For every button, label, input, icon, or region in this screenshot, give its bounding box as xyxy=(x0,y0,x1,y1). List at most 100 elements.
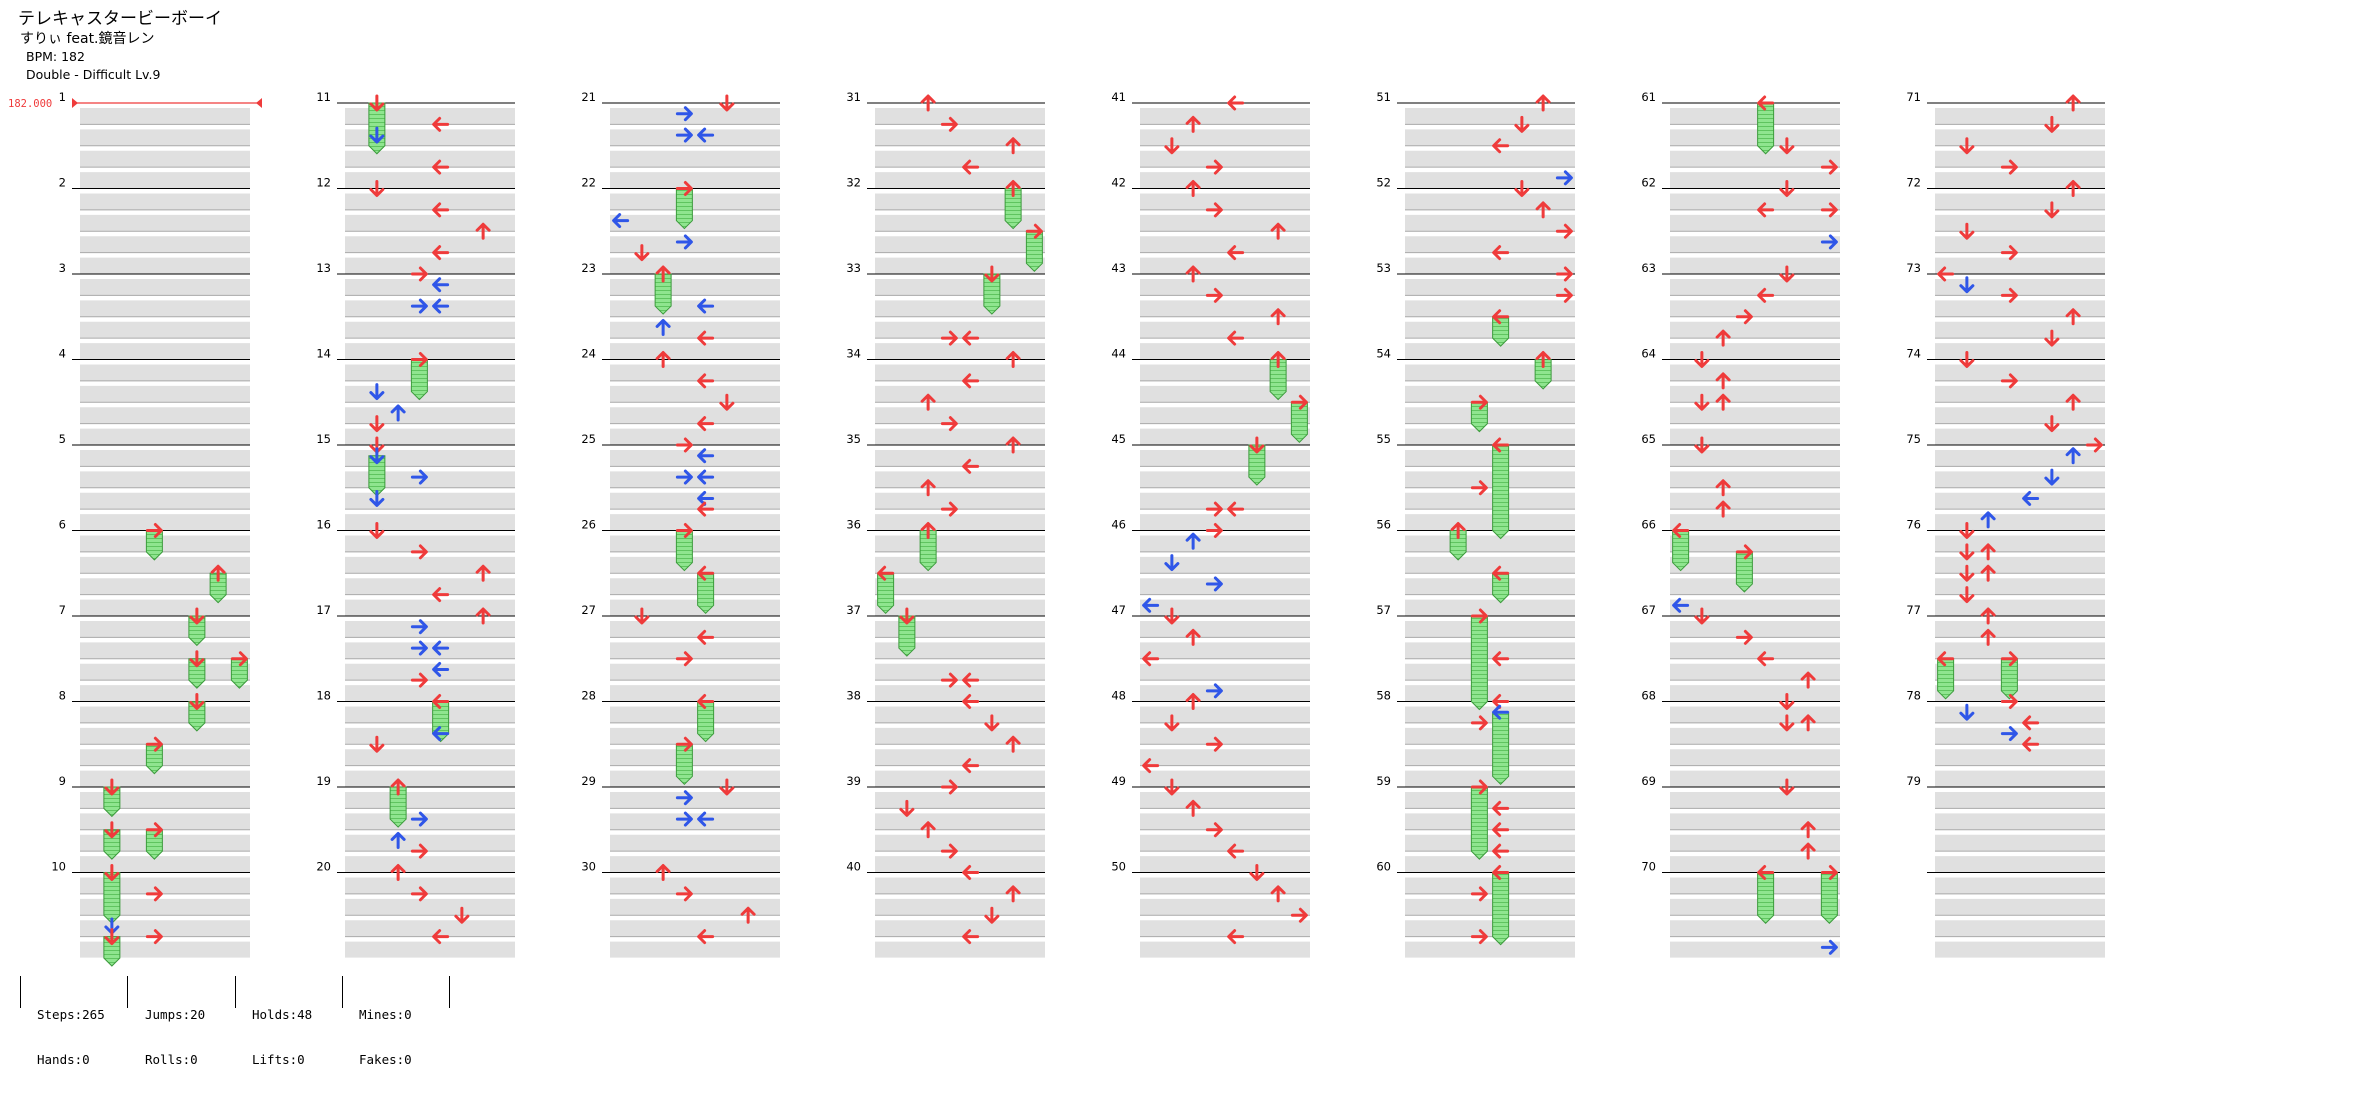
arrow-note-icon xyxy=(1959,564,1975,582)
arrow-note-icon xyxy=(675,811,693,827)
beat-stripe xyxy=(1140,663,1310,680)
beat-stripe xyxy=(1935,727,2105,744)
arrow-note-icon xyxy=(369,94,385,112)
beat-stripe xyxy=(1405,492,1575,509)
beat-stripe xyxy=(345,279,515,295)
beat-stripe xyxy=(875,407,1045,424)
beat-stripe xyxy=(80,108,250,124)
beat-stripe xyxy=(1670,471,1840,488)
beat-stripe xyxy=(1140,428,1310,445)
beat-stripe xyxy=(1935,898,2105,915)
measure: 5 xyxy=(59,432,250,531)
arrow-note-icon xyxy=(1694,436,1710,454)
beat-stripe xyxy=(80,770,250,787)
beat-stripe xyxy=(345,364,515,381)
measure-number: 55 xyxy=(1376,432,1391,446)
beat-stripe xyxy=(1405,343,1575,360)
beat-stripe xyxy=(1140,749,1310,766)
arrow-note-icon xyxy=(390,404,406,422)
beat-stripe xyxy=(1405,792,1575,808)
arrow-note-icon xyxy=(432,726,450,742)
measure: 22 xyxy=(581,176,780,274)
measure-number: 63 xyxy=(1641,261,1656,275)
arrow-note-icon xyxy=(1164,778,1180,796)
arrow-note-icon xyxy=(1005,436,1021,454)
beat-stripe xyxy=(875,321,1045,338)
beat-stripe xyxy=(1140,492,1310,509)
beat-stripe xyxy=(1935,599,2105,616)
measure: 18 xyxy=(316,689,515,787)
arrow-note-icon xyxy=(1779,714,1795,732)
arrow-note-icon xyxy=(410,886,428,902)
arrow-note-icon xyxy=(675,469,693,485)
arrow-note-icon xyxy=(1492,822,1510,838)
rolls-count: Rolls:0 xyxy=(145,1052,198,1067)
measure: 7 xyxy=(59,603,250,702)
stats-group-steps: Steps:265 Hands:0 xyxy=(37,977,105,1097)
arrow-note-icon xyxy=(1185,628,1201,646)
beat-stripe xyxy=(1140,343,1310,360)
beat-stripe xyxy=(875,727,1045,744)
measure: 77 xyxy=(1906,603,2105,702)
arrow-note-icon xyxy=(432,159,450,175)
beat-stripe xyxy=(610,642,780,659)
beat-stripe xyxy=(1405,214,1575,231)
arrow-note-icon xyxy=(432,298,450,314)
arrow-note-icon xyxy=(1249,864,1265,881)
beat-stripe xyxy=(1670,172,1840,189)
arrow-note-icon xyxy=(1959,586,1975,604)
arrow-note-icon xyxy=(920,522,936,539)
bpm-label: BPM: 182 xyxy=(26,49,85,64)
song-artist: すりぃ feat.鏡音レン xyxy=(20,31,155,47)
beat-stripe xyxy=(1405,770,1575,787)
beat-stripe xyxy=(610,236,780,253)
beat-stripe xyxy=(345,642,515,659)
beat-stripe xyxy=(610,727,780,744)
measure: 32 xyxy=(846,176,1045,274)
measure-number: 44 xyxy=(1111,347,1126,361)
measure-number: 77 xyxy=(1906,603,1921,617)
arrow-note-icon xyxy=(612,213,630,229)
hold-body xyxy=(1492,316,1510,347)
arrow-note-icon xyxy=(675,181,693,196)
hold-body xyxy=(1820,872,1838,924)
measure: 63 xyxy=(1641,261,1840,360)
measure-number: 5 xyxy=(59,432,66,446)
beat-stripe xyxy=(1670,407,1840,424)
measure: 55 xyxy=(1376,432,1575,531)
measure: 28 xyxy=(581,689,780,787)
beat-stripe xyxy=(1935,556,2105,573)
beat-stripe xyxy=(610,129,780,146)
beat-stripe xyxy=(1935,856,2105,873)
beat-stripe xyxy=(1935,385,2105,402)
beat-stripe xyxy=(610,877,780,894)
beat-stripe xyxy=(875,172,1045,189)
arrow-note-icon xyxy=(410,298,428,314)
measure: 71 xyxy=(1906,90,2105,189)
arrow-note-icon xyxy=(940,416,958,432)
measure: 59 xyxy=(1376,774,1575,873)
beat-stripe xyxy=(1140,792,1310,808)
beat-stripe xyxy=(345,941,515,958)
arrow-note-icon xyxy=(1735,544,1753,560)
beat-stripe xyxy=(610,450,780,466)
arrow-note-icon xyxy=(2044,115,2060,133)
stats-group-holds: Holds:48 Lifts:0 xyxy=(252,977,312,1097)
arrow-note-icon xyxy=(655,265,671,283)
beat-stripe xyxy=(610,898,780,915)
arrow-note-icon xyxy=(2065,447,2081,465)
measure: 29 xyxy=(581,774,780,873)
beat-stripe xyxy=(610,706,780,723)
beat-stripe xyxy=(80,385,250,402)
beat-stripe xyxy=(80,471,250,488)
arrow-note-icon xyxy=(1779,778,1795,796)
arrow-note-icon xyxy=(1492,694,1510,709)
measure: 37 xyxy=(846,603,1045,702)
arrow-note-icon xyxy=(1185,693,1201,710)
measure: 51 xyxy=(1376,90,1575,189)
arrow-note-icon xyxy=(1715,479,1731,497)
measure: 34 xyxy=(846,347,1045,445)
beat-stripe xyxy=(1140,172,1310,189)
beat-stripe xyxy=(80,236,250,253)
beat-stripe xyxy=(1670,941,1840,958)
